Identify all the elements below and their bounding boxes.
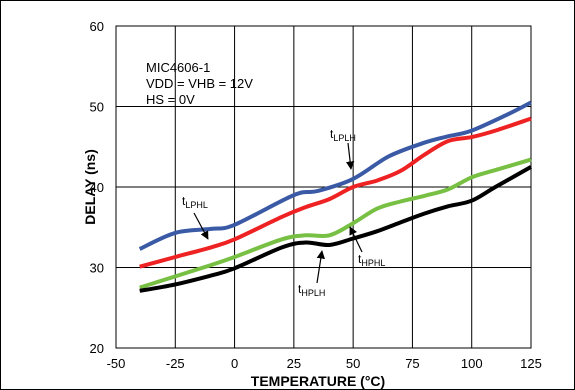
arrow-tlplh [345, 142, 355, 170]
x-axis-ticks: -50 -25 0 25 50 75 100 125 [107, 356, 542, 371]
x-tick-label: 50 [346, 356, 360, 371]
y-tick-label: 40 [90, 180, 104, 195]
x-tick-label: 25 [287, 356, 301, 371]
annotation-voltage: VDD = VHB = 12V [146, 76, 253, 91]
y-tick-label: 30 [90, 261, 104, 276]
plot-border [115, 25, 532, 349]
annotation-hs: HS = 0V [146, 92, 195, 107]
label-arrows [193, 142, 363, 284]
x-tick-label: 125 [520, 356, 542, 371]
x-tick-label: -50 [107, 356, 126, 371]
annotation-device: MIC4606-1 [146, 60, 210, 75]
y-tick-label: 50 [90, 100, 104, 115]
series-label-thplh: tHPLH [298, 282, 325, 298]
series-label-tlphl: tLPHL [182, 194, 208, 210]
x-axis-title: TEMPERATURE (°C) [251, 373, 385, 389]
x-tick-label: -25 [166, 356, 185, 371]
series-line-thphl [139, 157, 532, 290]
series-label-thphl: tHPHL [358, 252, 385, 268]
y-tick-label: 60 [90, 19, 104, 34]
x-tick-label: 100 [461, 356, 483, 371]
plot-area [115, 25, 532, 349]
arrow-thplh [316, 250, 325, 284]
series-line-tlplh [138, 100, 532, 251]
series-line-tlphl [139, 116, 532, 269]
y-tick-label: 20 [90, 341, 104, 356]
arrow-thphl [349, 226, 363, 253]
series-labels: tLPLH tLPHL tHPHL tHPLH [182, 127, 385, 298]
arrow-tlphl [193, 212, 209, 240]
y-axis-ticks: 20 30 40 50 60 [90, 19, 104, 356]
x-tick-label: 75 [405, 356, 419, 371]
grid [116, 26, 531, 348]
y-axis-title: DELAY (ns) [82, 149, 98, 224]
series-label-tlplh: tLPLH [330, 127, 356, 143]
x-tick-label: 0 [231, 356, 238, 371]
series-line-thplh [139, 165, 532, 293]
series-lines [138, 100, 532, 293]
